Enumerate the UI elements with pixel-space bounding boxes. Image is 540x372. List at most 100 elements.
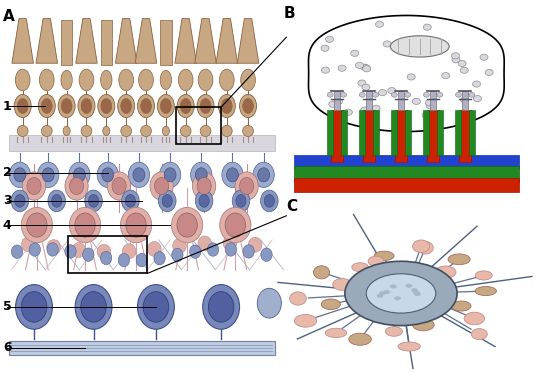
- Ellipse shape: [207, 243, 219, 256]
- Bar: [460, 110, 471, 163]
- Ellipse shape: [208, 292, 234, 322]
- Ellipse shape: [159, 162, 181, 187]
- Bar: [331, 110, 343, 163]
- Bar: [366, 91, 372, 110]
- Bar: [455, 110, 461, 155]
- Ellipse shape: [326, 36, 334, 42]
- Ellipse shape: [363, 66, 370, 72]
- Ellipse shape: [236, 195, 246, 207]
- Ellipse shape: [260, 190, 278, 212]
- Text: 2: 2: [3, 167, 11, 179]
- Ellipse shape: [426, 100, 434, 106]
- Ellipse shape: [136, 253, 147, 267]
- Ellipse shape: [294, 314, 316, 327]
- Ellipse shape: [78, 94, 95, 118]
- Ellipse shape: [143, 292, 168, 322]
- Ellipse shape: [199, 195, 209, 207]
- Ellipse shape: [398, 342, 420, 351]
- Ellipse shape: [333, 279, 352, 290]
- Ellipse shape: [458, 60, 466, 67]
- Ellipse shape: [349, 333, 372, 345]
- Ellipse shape: [133, 168, 145, 182]
- Bar: [9, 341, 275, 355]
- Ellipse shape: [9, 162, 30, 187]
- Ellipse shape: [379, 291, 386, 295]
- Ellipse shape: [22, 237, 35, 252]
- Ellipse shape: [361, 64, 368, 70]
- Bar: [100, 20, 112, 65]
- Ellipse shape: [200, 125, 211, 137]
- Ellipse shape: [485, 69, 493, 76]
- Ellipse shape: [140, 99, 151, 113]
- Ellipse shape: [418, 241, 433, 254]
- Polygon shape: [195, 19, 217, 63]
- Ellipse shape: [157, 94, 174, 118]
- Polygon shape: [308, 16, 504, 132]
- Ellipse shape: [423, 24, 431, 30]
- Ellipse shape: [222, 162, 243, 187]
- Ellipse shape: [162, 195, 172, 207]
- Bar: [373, 110, 379, 155]
- Ellipse shape: [407, 74, 415, 80]
- Ellipse shape: [442, 73, 450, 79]
- Ellipse shape: [160, 70, 172, 90]
- Ellipse shape: [172, 248, 183, 262]
- Ellipse shape: [98, 94, 115, 118]
- Ellipse shape: [38, 94, 55, 118]
- Bar: [391, 110, 397, 155]
- Ellipse shape: [368, 256, 384, 266]
- Ellipse shape: [451, 301, 471, 311]
- Polygon shape: [175, 19, 197, 63]
- Ellipse shape: [423, 92, 429, 97]
- Ellipse shape: [390, 285, 396, 288]
- Ellipse shape: [140, 125, 151, 137]
- Polygon shape: [135, 19, 157, 63]
- Bar: [327, 110, 333, 155]
- Ellipse shape: [47, 240, 60, 254]
- Text: C: C: [286, 199, 297, 214]
- Ellipse shape: [197, 177, 211, 195]
- Ellipse shape: [198, 236, 212, 251]
- Ellipse shape: [79, 69, 94, 91]
- Ellipse shape: [160, 99, 171, 113]
- Ellipse shape: [173, 238, 186, 253]
- Ellipse shape: [177, 213, 197, 237]
- Ellipse shape: [390, 36, 449, 57]
- Ellipse shape: [225, 243, 237, 256]
- Ellipse shape: [232, 190, 250, 212]
- Ellipse shape: [464, 312, 484, 325]
- Ellipse shape: [17, 125, 28, 137]
- Bar: [469, 110, 475, 155]
- Ellipse shape: [321, 45, 329, 51]
- Ellipse shape: [362, 84, 370, 90]
- Ellipse shape: [226, 168, 239, 182]
- Ellipse shape: [14, 94, 31, 118]
- Ellipse shape: [452, 57, 460, 63]
- Ellipse shape: [118, 94, 134, 118]
- Ellipse shape: [460, 67, 468, 73]
- Ellipse shape: [219, 69, 234, 91]
- Ellipse shape: [435, 266, 456, 278]
- Bar: [399, 91, 404, 110]
- Ellipse shape: [26, 213, 47, 237]
- Ellipse shape: [180, 99, 191, 113]
- Ellipse shape: [21, 292, 47, 322]
- Text: B: B: [284, 6, 295, 21]
- Ellipse shape: [101, 99, 112, 113]
- Ellipse shape: [81, 99, 92, 113]
- Ellipse shape: [191, 162, 212, 187]
- Ellipse shape: [386, 327, 402, 336]
- Ellipse shape: [474, 96, 482, 102]
- Ellipse shape: [341, 92, 347, 97]
- Ellipse shape: [197, 94, 214, 118]
- Text: 6: 6: [3, 341, 11, 354]
- Ellipse shape: [200, 99, 211, 113]
- Ellipse shape: [63, 126, 70, 135]
- Bar: [176, 107, 221, 144]
- Ellipse shape: [448, 254, 470, 264]
- Ellipse shape: [471, 328, 487, 340]
- Ellipse shape: [198, 69, 213, 91]
- Ellipse shape: [413, 291, 420, 295]
- Ellipse shape: [405, 92, 410, 97]
- Text: A: A: [3, 9, 15, 24]
